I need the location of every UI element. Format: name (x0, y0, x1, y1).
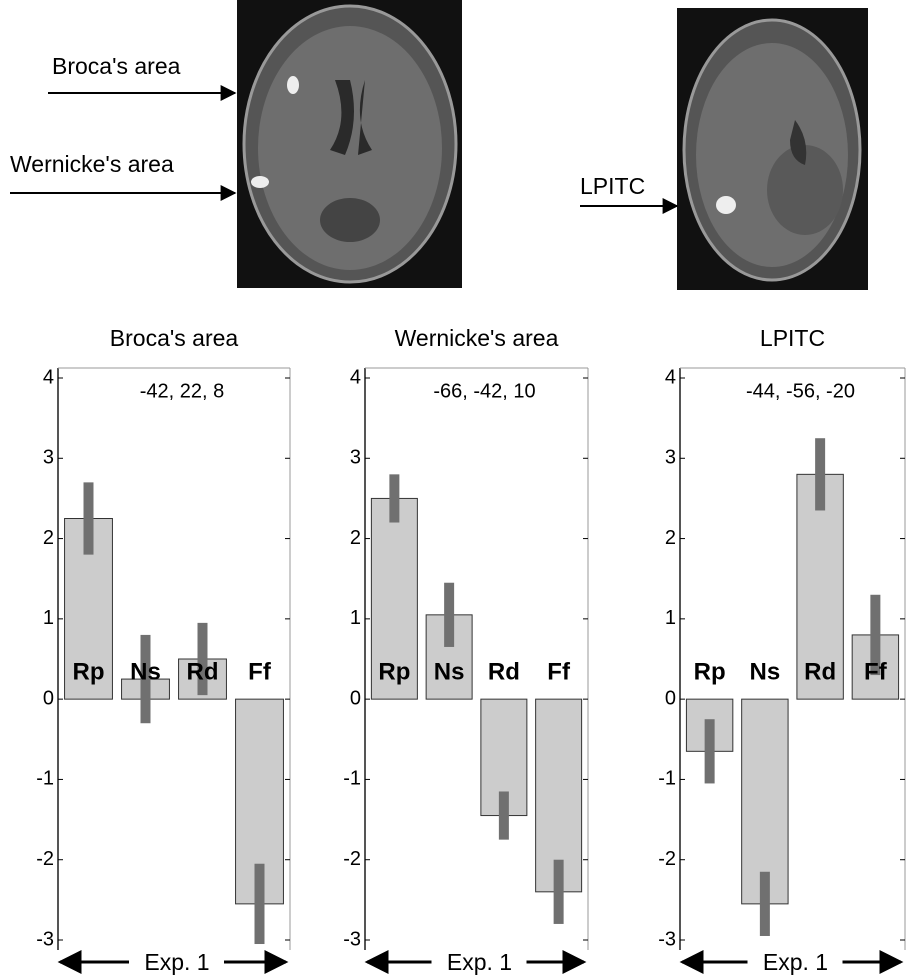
category-label: Rp (694, 658, 726, 685)
chart-title: Wernicke's area (395, 325, 559, 351)
annotation: LPITC (580, 173, 645, 199)
y-tick-label: 1 (43, 607, 54, 629)
y-tick-label: 0 (43, 687, 54, 709)
y-tick-label: -2 (36, 848, 54, 870)
category-label: Ns (130, 658, 161, 685)
error-bar (197, 622, 208, 696)
bar (796, 473, 844, 700)
annotation-arrows (10, 85, 679, 214)
error-bar (759, 871, 770, 936)
y-tick-label: -2 (343, 848, 361, 870)
x-axis-label: Exp. 1 (763, 949, 828, 975)
error-bar (815, 438, 826, 511)
annotation: Wernicke's area (10, 151, 174, 177)
y-tick-label: -3 (343, 928, 361, 950)
category-label: Rd (187, 658, 219, 685)
brain-image (237, 0, 462, 288)
y-tick-label: -1 (658, 768, 676, 790)
chart-title: Broca's area (110, 325, 239, 351)
chart-title: LPITC (760, 325, 825, 351)
error-bar (870, 594, 881, 676)
y-tick-label: -3 (658, 928, 676, 950)
y-tick-label: 1 (350, 607, 361, 629)
error-bar (389, 474, 400, 523)
bar (370, 497, 418, 700)
error-bar (444, 582, 455, 647)
error-bar (704, 719, 715, 784)
chart-subtitle: -44, -56, -20 (746, 380, 855, 402)
chart-subtitle: -66, -42, 10 (433, 380, 535, 402)
y-tick-label: 2 (350, 527, 361, 549)
x-axis-label: Exp. 1 (447, 949, 512, 975)
y-tick-label: -1 (343, 768, 361, 790)
y-tick-label: -2 (658, 848, 676, 870)
category-label: Ff (547, 658, 571, 685)
y-tick-label: -3 (36, 928, 54, 950)
category-label: Ns (434, 658, 465, 685)
category-label: Ff (864, 658, 888, 685)
y-tick-label: 4 (350, 366, 361, 388)
error-bar (553, 859, 564, 924)
y-tick-label: 3 (665, 447, 676, 469)
y-tick-label: 3 (350, 447, 361, 469)
error-bar (83, 482, 94, 555)
y-tick-label: 0 (665, 687, 676, 709)
bar (741, 698, 789, 905)
y-tick-label: 3 (43, 447, 54, 469)
error-bar (140, 634, 151, 724)
annotation: Broca's area (52, 53, 181, 79)
y-tick-label: 4 (43, 366, 54, 388)
y-tick-label: 1 (665, 607, 676, 629)
y-tick-label: -1 (36, 768, 54, 790)
category-label: Ns (750, 658, 781, 685)
y-tick-label: 2 (665, 527, 676, 549)
brain-image (677, 8, 868, 290)
x-axis-label: Exp. 1 (144, 949, 209, 975)
category-label: Rp (378, 658, 410, 685)
chart-subtitle: -42, 22, 8 (140, 380, 225, 402)
y-tick-label: 0 (350, 687, 361, 709)
y-tick-label: 2 (43, 527, 54, 549)
category-label: Rd (804, 658, 836, 685)
category-label: Rd (488, 658, 520, 685)
error-bar (498, 791, 509, 840)
error-bar (254, 863, 265, 945)
y-tick-label: 4 (665, 366, 676, 388)
category-label: Ff (248, 658, 272, 685)
category-label: Rp (73, 658, 105, 685)
